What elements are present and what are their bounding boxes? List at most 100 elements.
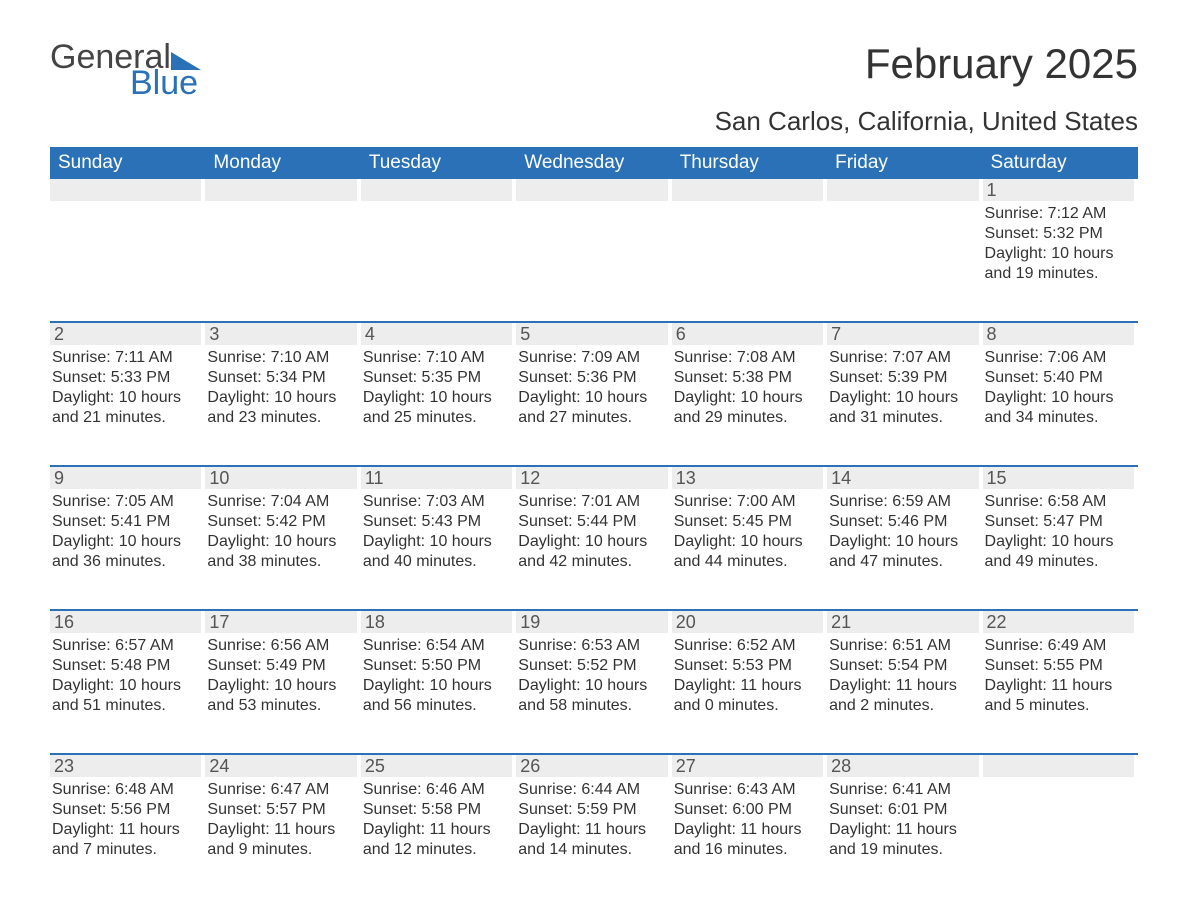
daynum-row: 16 <box>50 611 201 633</box>
daynum-row: 24 <box>205 755 356 777</box>
day-number: 28 <box>827 756 851 777</box>
calendar-week: 1Sunrise: 7:12 AMSunset: 5:32 PMDaylight… <box>50 179 1138 299</box>
daylight-text: Daylight: 10 hours and 44 minutes. <box>674 532 821 572</box>
daylight-text: Daylight: 10 hours and 40 minutes. <box>363 532 510 572</box>
daynum-row: 25 <box>361 755 512 777</box>
calendar-day: 26Sunrise: 6:44 AMSunset: 5:59 PMDayligh… <box>516 755 671 875</box>
daylight-text: Daylight: 10 hours and 23 minutes. <box>207 388 354 428</box>
sunset-text: Sunset: 5:41 PM <box>52 512 199 532</box>
sunrise-text: Sunrise: 6:49 AM <box>985 636 1132 656</box>
day-details: Sunrise: 6:54 AMSunset: 5:50 PMDaylight:… <box>361 633 512 716</box>
daynum-row: 27 <box>672 755 823 777</box>
calendar-day: 22Sunrise: 6:49 AMSunset: 5:55 PMDayligh… <box>983 611 1138 731</box>
dow-saturday: Saturday <box>983 147 1138 179</box>
day-details: Sunrise: 7:10 AMSunset: 5:35 PMDaylight:… <box>361 345 512 428</box>
daylight-text: Daylight: 10 hours and 36 minutes. <box>52 532 199 572</box>
sunrise-text: Sunrise: 7:08 AM <box>674 348 821 368</box>
daynum-row: 10 <box>205 467 356 489</box>
calendar-day: 27Sunrise: 6:43 AMSunset: 6:00 PMDayligh… <box>672 755 827 875</box>
calendar-day <box>983 755 1138 875</box>
daylight-text: Daylight: 10 hours and 58 minutes. <box>518 676 665 716</box>
calendar-day: 12Sunrise: 7:01 AMSunset: 5:44 PMDayligh… <box>516 467 671 587</box>
daynum-row: 1 <box>983 179 1134 201</box>
calendar-day: 16Sunrise: 6:57 AMSunset: 5:48 PMDayligh… <box>50 611 205 731</box>
day-details: Sunrise: 7:05 AMSunset: 5:41 PMDaylight:… <box>50 489 201 572</box>
daylight-text: Daylight: 10 hours and 38 minutes. <box>207 532 354 572</box>
daynum-row: 14 <box>827 467 978 489</box>
sunrise-text: Sunrise: 6:57 AM <box>52 636 199 656</box>
sunrise-text: Sunrise: 7:10 AM <box>207 348 354 368</box>
day-details: Sunrise: 6:51 AMSunset: 5:54 PMDaylight:… <box>827 633 978 716</box>
daynum-row: 21 <box>827 611 978 633</box>
sunset-text: Sunset: 5:35 PM <box>363 368 510 388</box>
dow-thursday: Thursday <box>672 147 827 179</box>
day-number: 25 <box>361 756 385 777</box>
sunset-text: Sunset: 5:48 PM <box>52 656 199 676</box>
daynum-row: 7 <box>827 323 978 345</box>
daylight-text: Daylight: 10 hours and 51 minutes. <box>52 676 199 716</box>
daynum-row <box>983 755 1134 777</box>
day-details: Sunrise: 7:12 AMSunset: 5:32 PMDaylight:… <box>983 201 1134 284</box>
sunset-text: Sunset: 5:59 PM <box>518 800 665 820</box>
day-number: 17 <box>205 612 229 633</box>
day-number: 7 <box>827 324 841 345</box>
daylight-text: Daylight: 11 hours and 0 minutes. <box>674 676 821 716</box>
sunrise-text: Sunrise: 6:53 AM <box>518 636 665 656</box>
daylight-text: Daylight: 10 hours and 19 minutes. <box>985 244 1132 284</box>
page-title: February 2025 <box>865 40 1138 88</box>
calendar-day <box>361 179 516 299</box>
day-details: Sunrise: 7:07 AMSunset: 5:39 PMDaylight:… <box>827 345 978 428</box>
daynum-row <box>205 179 356 201</box>
header: General Blue February 2025 <box>50 40 1138 100</box>
calendar-day: 20Sunrise: 6:52 AMSunset: 5:53 PMDayligh… <box>672 611 827 731</box>
day-details: Sunrise: 6:58 AMSunset: 5:47 PMDaylight:… <box>983 489 1134 572</box>
daynum-row: 23 <box>50 755 201 777</box>
day-number: 4 <box>361 324 375 345</box>
day-details: Sunrise: 6:53 AMSunset: 5:52 PMDaylight:… <box>516 633 667 716</box>
calendar-week: 16Sunrise: 6:57 AMSunset: 5:48 PMDayligh… <box>50 609 1138 731</box>
sunset-text: Sunset: 6:01 PM <box>829 800 976 820</box>
calendar-day: 11Sunrise: 7:03 AMSunset: 5:43 PMDayligh… <box>361 467 516 587</box>
day-of-week-header: Sunday Monday Tuesday Wednesday Thursday… <box>50 147 1138 179</box>
day-details: Sunrise: 6:49 AMSunset: 5:55 PMDaylight:… <box>983 633 1134 716</box>
daylight-text: Daylight: 11 hours and 9 minutes. <box>207 820 354 860</box>
daynum-row <box>50 179 201 201</box>
daylight-text: Daylight: 11 hours and 16 minutes. <box>674 820 821 860</box>
day-details: Sunrise: 6:57 AMSunset: 5:48 PMDaylight:… <box>50 633 201 716</box>
daynum-row: 8 <box>983 323 1134 345</box>
sunset-text: Sunset: 5:52 PM <box>518 656 665 676</box>
day-details: Sunrise: 6:43 AMSunset: 6:00 PMDaylight:… <box>672 777 823 860</box>
daynum-row: 12 <box>516 467 667 489</box>
day-number: 10 <box>205 468 229 489</box>
calendar-day: 24Sunrise: 6:47 AMSunset: 5:57 PMDayligh… <box>205 755 360 875</box>
daylight-text: Daylight: 11 hours and 12 minutes. <box>363 820 510 860</box>
daylight-text: Daylight: 11 hours and 5 minutes. <box>985 676 1132 716</box>
sunrise-text: Sunrise: 7:10 AM <box>363 348 510 368</box>
daynum-row: 3 <box>205 323 356 345</box>
dow-friday: Friday <box>827 147 982 179</box>
day-details: Sunrise: 6:41 AMSunset: 6:01 PMDaylight:… <box>827 777 978 860</box>
calendar-day: 25Sunrise: 6:46 AMSunset: 5:58 PMDayligh… <box>361 755 516 875</box>
sunrise-text: Sunrise: 6:48 AM <box>52 780 199 800</box>
daynum-row: 11 <box>361 467 512 489</box>
daylight-text: Daylight: 11 hours and 19 minutes. <box>829 820 976 860</box>
day-number: 5 <box>516 324 530 345</box>
day-number: 13 <box>672 468 696 489</box>
day-details: Sunrise: 7:10 AMSunset: 5:34 PMDaylight:… <box>205 345 356 428</box>
calendar-week: 2Sunrise: 7:11 AMSunset: 5:33 PMDaylight… <box>50 321 1138 443</box>
daylight-text: Daylight: 10 hours and 47 minutes. <box>829 532 976 572</box>
calendar-day: 8Sunrise: 7:06 AMSunset: 5:40 PMDaylight… <box>983 323 1138 443</box>
daynum-row: 18 <box>361 611 512 633</box>
sunset-text: Sunset: 5:36 PM <box>518 368 665 388</box>
calendar-day: 19Sunrise: 6:53 AMSunset: 5:52 PMDayligh… <box>516 611 671 731</box>
sunset-text: Sunset: 5:58 PM <box>363 800 510 820</box>
calendar-day: 17Sunrise: 6:56 AMSunset: 5:49 PMDayligh… <box>205 611 360 731</box>
sunset-text: Sunset: 5:57 PM <box>207 800 354 820</box>
daylight-text: Daylight: 10 hours and 29 minutes. <box>674 388 821 428</box>
calendar-day <box>827 179 982 299</box>
calendar-week: 9Sunrise: 7:05 AMSunset: 5:41 PMDaylight… <box>50 465 1138 587</box>
daynum-row: 2 <box>50 323 201 345</box>
calendar-day: 6Sunrise: 7:08 AMSunset: 5:38 PMDaylight… <box>672 323 827 443</box>
daynum-row: 19 <box>516 611 667 633</box>
daynum-row: 20 <box>672 611 823 633</box>
